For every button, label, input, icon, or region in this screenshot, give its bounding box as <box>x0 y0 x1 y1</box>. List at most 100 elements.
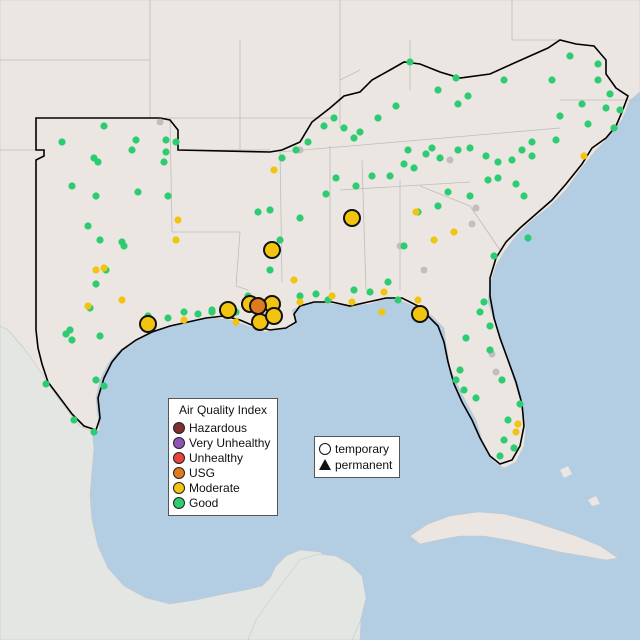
monitor-moderate[interactable] <box>232 318 240 326</box>
monitor-good[interactable] <box>436 154 444 162</box>
monitor-good[interactable] <box>278 154 286 162</box>
monitor-good[interactable] <box>320 122 328 130</box>
monitor-good[interactable] <box>566 52 574 60</box>
monitor-moderate-large[interactable] <box>219 301 237 319</box>
monitor-moderate[interactable] <box>290 276 298 284</box>
monitor-good[interactable] <box>500 436 508 444</box>
monitor-good[interactable] <box>520 192 528 200</box>
monitor-good[interactable] <box>368 172 376 180</box>
monitor-good[interactable] <box>480 298 488 306</box>
monitor-moderate[interactable] <box>296 298 304 306</box>
monitor-good[interactable] <box>428 144 436 152</box>
monitor-good[interactable] <box>504 416 512 424</box>
monitor-good[interactable] <box>464 92 472 100</box>
monitor-good[interactable] <box>134 188 142 196</box>
monitor-good[interactable] <box>128 146 136 154</box>
monitor-good[interactable] <box>510 444 518 452</box>
monitor-good[interactable] <box>508 156 516 164</box>
monitor-good[interactable] <box>70 416 78 424</box>
monitor-moderate[interactable] <box>180 316 188 324</box>
monitor-moderate[interactable] <box>580 152 588 160</box>
monitor-good[interactable] <box>100 122 108 130</box>
monitor-moderate[interactable] <box>270 166 278 174</box>
monitor-good[interactable] <box>498 376 506 384</box>
monitor-good[interactable] <box>120 242 128 250</box>
monitor-good[interactable] <box>164 192 172 200</box>
monitor-good[interactable] <box>330 114 338 122</box>
monitor-good[interactable] <box>454 146 462 154</box>
monitor-moderate[interactable] <box>380 288 388 296</box>
monitor-good[interactable] <box>94 158 102 166</box>
monitor-good[interactable] <box>496 452 504 460</box>
monitor-good[interactable] <box>500 76 508 84</box>
monitor-good[interactable] <box>62 330 70 338</box>
monitor-good[interactable] <box>96 236 104 244</box>
monitor-moderate[interactable] <box>430 236 438 244</box>
monitor-good[interactable] <box>482 152 490 160</box>
monitor-good[interactable] <box>68 182 76 190</box>
monitor-moderate[interactable] <box>328 292 336 300</box>
monitor-good[interactable] <box>462 334 470 342</box>
monitor-good[interactable] <box>276 236 284 244</box>
monitor-good[interactable] <box>266 206 274 214</box>
monitor-good[interactable] <box>386 172 394 180</box>
monitor-good[interactable] <box>512 180 520 188</box>
monitor-good[interactable] <box>254 208 262 216</box>
monitor-good[interactable] <box>352 182 360 190</box>
monitor-good[interactable] <box>92 376 100 384</box>
monitor-good[interactable] <box>292 146 300 154</box>
monitor-moderate[interactable] <box>512 428 520 436</box>
monitor-good[interactable] <box>332 174 340 182</box>
monitor-good[interactable] <box>172 138 180 146</box>
monitor-good[interactable] <box>322 190 330 198</box>
monitor-good[interactable] <box>456 366 464 374</box>
monitor-good[interactable] <box>162 148 170 156</box>
monitor-good[interactable] <box>452 376 460 384</box>
monitor-moderate[interactable] <box>412 208 420 216</box>
monitor-gray[interactable] <box>420 266 428 274</box>
monitor-good[interactable] <box>92 280 100 288</box>
monitor-good[interactable] <box>194 310 202 318</box>
monitor-good[interactable] <box>100 382 108 390</box>
monitor-good[interactable] <box>452 74 460 82</box>
monitor-good[interactable] <box>374 114 382 122</box>
monitor-good[interactable] <box>266 266 274 274</box>
monitor-moderate-large[interactable] <box>265 307 283 325</box>
monitor-good[interactable] <box>96 332 104 340</box>
monitor-good[interactable] <box>162 136 170 144</box>
monitor-good[interactable] <box>610 124 618 132</box>
monitor-good[interactable] <box>42 380 50 388</box>
monitor-good[interactable] <box>594 60 602 68</box>
monitor-good[interactable] <box>454 100 462 108</box>
monitor-good[interactable] <box>524 234 532 242</box>
monitor-good[interactable] <box>466 144 474 152</box>
monitor-moderate-large[interactable] <box>263 241 281 259</box>
monitor-moderate[interactable] <box>100 264 108 272</box>
monitor-good[interactable] <box>602 104 610 112</box>
monitor-good[interactable] <box>490 252 498 260</box>
monitor-good[interactable] <box>58 138 66 146</box>
monitor-good[interactable] <box>84 222 92 230</box>
monitor-moderate[interactable] <box>174 216 182 224</box>
monitor-good[interactable] <box>132 136 140 144</box>
monitor-good[interactable] <box>394 296 402 304</box>
monitor-good[interactable] <box>516 400 524 408</box>
monitor-good[interactable] <box>476 308 484 316</box>
monitor-good[interactable] <box>312 290 320 298</box>
monitor-good[interactable] <box>366 288 374 296</box>
monitor-good[interactable] <box>606 90 614 98</box>
monitor-good[interactable] <box>548 76 556 84</box>
monitor-gray[interactable] <box>472 204 480 212</box>
monitor-good[interactable] <box>556 112 564 120</box>
monitor-good[interactable] <box>180 308 188 316</box>
monitor-good[interactable] <box>384 278 392 286</box>
monitor-moderate[interactable] <box>172 236 180 244</box>
monitor-good[interactable] <box>444 188 452 196</box>
monitor-good[interactable] <box>68 336 76 344</box>
monitor-good[interactable] <box>400 160 408 168</box>
monitor-good[interactable] <box>466 192 474 200</box>
monitor-good[interactable] <box>422 150 430 158</box>
monitor-good[interactable] <box>528 138 536 146</box>
monitor-good[interactable] <box>350 286 358 294</box>
